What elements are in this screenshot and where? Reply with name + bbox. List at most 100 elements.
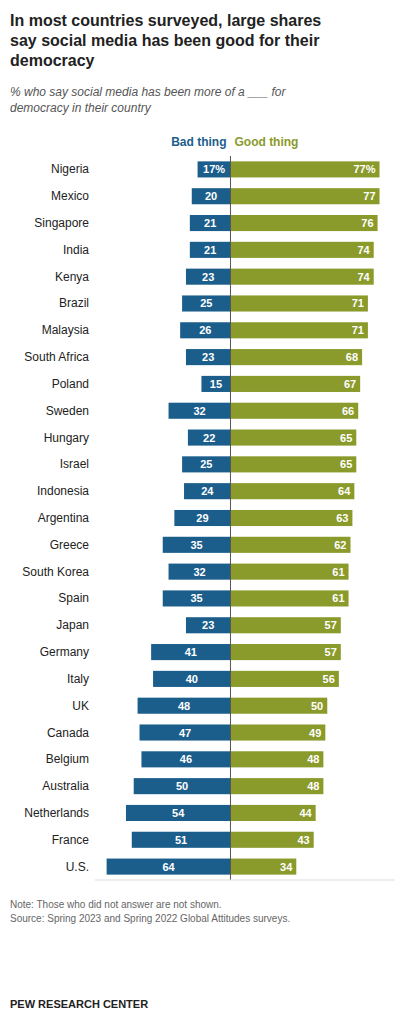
data-label: 67 [344, 378, 356, 390]
data-label: 71 [352, 297, 364, 309]
bar [126, 805, 231, 821]
data-label: 74 [357, 244, 370, 256]
bar [230, 215, 377, 231]
data-label: 64 [338, 485, 351, 497]
data-label: 21 [204, 217, 216, 229]
data-label: 35 [190, 592, 202, 604]
bar [138, 698, 231, 714]
data-label: 25 [200, 297, 212, 309]
category-label: Germany [40, 645, 89, 659]
bar [230, 349, 362, 365]
text-line: democracy in their country [10, 101, 152, 115]
bar [230, 644, 340, 660]
data-label: 20 [205, 190, 217, 202]
category-label: Argentina [38, 511, 90, 525]
bar [132, 832, 231, 848]
category-label: Kenya [55, 270, 89, 284]
subtitle: % who say social media has been more of … [10, 85, 286, 115]
category-label: Canada [47, 726, 89, 740]
bar [230, 403, 358, 419]
legend-label: Bad thing [171, 135, 226, 149]
data-label: 23 [202, 619, 214, 631]
data-label: 64 [162, 861, 175, 873]
text-line: say social media has been good for their [10, 32, 319, 49]
data-label: 44 [299, 807, 312, 819]
bar [230, 724, 325, 740]
data-label: 35 [190, 539, 202, 551]
bar [230, 617, 340, 633]
bar [230, 510, 352, 526]
bars [107, 161, 380, 874]
category-label: France [52, 833, 90, 847]
data-label: 25 [200, 458, 212, 470]
category-label: South Korea [22, 565, 89, 579]
data-label: 61 [332, 592, 344, 604]
bar [198, 161, 231, 177]
data-label: 21 [204, 244, 216, 256]
category-label: Italy [67, 672, 89, 686]
bar [186, 269, 231, 285]
category-label: Nigeria [51, 162, 89, 176]
text-line: % who say social media has been more of … [10, 85, 286, 99]
bar [182, 456, 230, 472]
bar [230, 698, 327, 714]
bar [174, 510, 230, 526]
bar [230, 537, 350, 553]
data-label: 65 [340, 458, 352, 470]
bar [153, 671, 230, 687]
bar [107, 859, 231, 875]
bar [190, 215, 231, 231]
bar [190, 242, 231, 258]
data-label: 63 [336, 512, 348, 524]
bar [230, 671, 338, 687]
data-label: 76 [361, 217, 373, 229]
category-label: Singapore [34, 216, 89, 230]
category-label: Australia [42, 779, 89, 793]
data-labels: 17%2021212325262315322225242935323523414… [162, 163, 375, 872]
text-line: In most countries surveyed, large shares [10, 12, 321, 29]
legend-label: Good thing [234, 135, 298, 149]
category-label: South Africa [24, 350, 89, 364]
bar [230, 322, 367, 338]
bar [230, 242, 373, 258]
category-label: Israel [60, 457, 89, 471]
bar [230, 483, 354, 499]
data-label: 54 [172, 807, 185, 819]
bar [180, 322, 230, 338]
bar [230, 590, 348, 606]
data-label: 23 [202, 271, 214, 283]
bar [163, 537, 231, 553]
data-label: 34 [280, 861, 293, 873]
data-label: 26 [199, 324, 211, 336]
zero-line [230, 156, 231, 880]
data-label: 71 [352, 324, 364, 336]
chart: In most countries surveyed, large shares… [0, 0, 407, 1024]
category-label: Japan [56, 618, 89, 632]
note: Note: Those who did not answer are not s… [10, 899, 290, 924]
bar [182, 295, 230, 311]
footer: PEW RESEARCH CENTER [10, 998, 148, 1010]
bar [201, 376, 230, 392]
category-label: Sweden [46, 404, 89, 418]
category-label: Indonesia [37, 484, 89, 498]
data-label: 74 [357, 271, 370, 283]
data-label: 48 [307, 780, 319, 792]
data-label: 57 [325, 619, 337, 631]
category-label: Belgium [46, 752, 89, 766]
bar [230, 751, 323, 767]
category-label: Hungary [44, 431, 89, 445]
data-label: 51 [175, 834, 187, 846]
data-label: 61 [332, 566, 344, 578]
data-label: 29 [196, 512, 208, 524]
bar [230, 832, 313, 848]
bar [230, 778, 323, 794]
text-line: Source: Spring 2023 and Spring 2022 Glob… [10, 913, 290, 924]
data-label: 32 [193, 566, 205, 578]
bar [230, 805, 315, 821]
data-label: 57 [325, 646, 337, 658]
data-label: 66 [342, 405, 354, 417]
category-label: Spain [58, 591, 89, 605]
category-label: India [63, 243, 89, 257]
bar [163, 590, 231, 606]
bar [230, 564, 348, 580]
